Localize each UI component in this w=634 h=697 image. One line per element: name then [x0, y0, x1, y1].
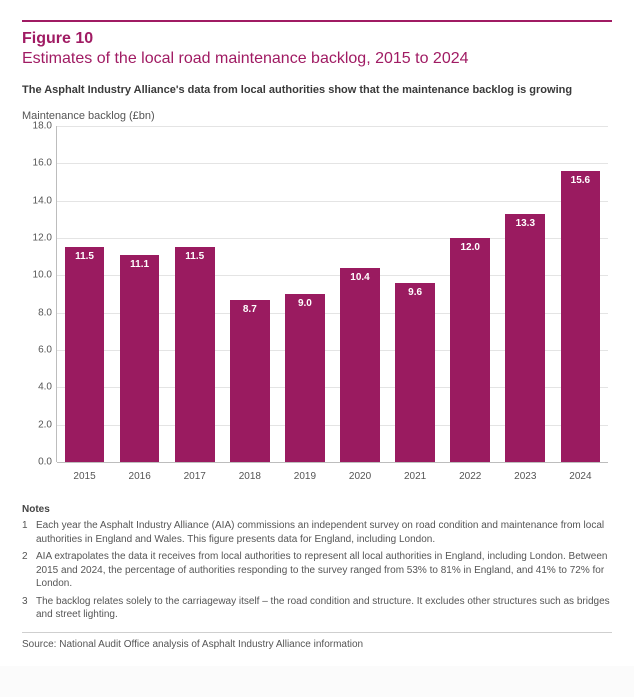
bar-slot: 8.72018 [222, 126, 277, 462]
x-tick-label: 2023 [498, 471, 553, 482]
bar: 9.6 [395, 283, 435, 462]
note-number: 1 [22, 519, 36, 546]
bar: 13.3 [505, 214, 545, 462]
y-tick-label: 10.0 [22, 270, 52, 281]
note-text: Each year the Asphalt Industry Alliance … [36, 519, 612, 546]
bar-slot: 11.52015 [57, 126, 112, 462]
bar-slot: 9.02019 [277, 126, 332, 462]
x-tick-label: 2022 [443, 471, 498, 482]
bar-value-label: 13.3 [505, 218, 545, 229]
bar-slot: 11.52017 [167, 126, 222, 462]
bar-value-label: 8.7 [230, 304, 270, 315]
bar-value-label: 10.4 [340, 272, 380, 283]
bar: 9.0 [285, 294, 325, 462]
x-tick-label: 2016 [112, 471, 167, 482]
note-text: AIA extrapolates the data it receives fr… [36, 550, 612, 591]
y-tick-label: 16.0 [22, 158, 52, 169]
y-tick-label: 0.0 [22, 457, 52, 468]
figure-title: Estimates of the local road maintenance … [22, 50, 612, 68]
bar-slot: 13.32023 [498, 126, 553, 462]
figure-number: Figure 10 [22, 30, 612, 48]
note-item: 1Each year the Asphalt Industry Alliance… [22, 519, 612, 546]
y-tick-label: 8.0 [22, 307, 52, 318]
gridline [57, 462, 608, 463]
y-tick-label: 2.0 [22, 419, 52, 430]
y-tick-label: 18.0 [22, 121, 52, 132]
bar-slot: 15.62024 [553, 126, 608, 462]
note-item: 3The backlog relates solely to the carri… [22, 595, 612, 622]
bar-slot: 9.62021 [388, 126, 443, 462]
plot-area: 11.5201511.1201611.520178.720189.0201910… [56, 126, 608, 462]
x-tick-label: 2024 [553, 471, 608, 482]
bar-value-label: 11.1 [120, 259, 160, 270]
x-tick-label: 2020 [332, 471, 387, 482]
bar-slot: 12.02022 [443, 126, 498, 462]
figure-subhead: The Asphalt Industry Alliance's data fro… [22, 84, 612, 96]
x-tick-label: 2018 [222, 471, 277, 482]
note-number: 3 [22, 595, 36, 622]
notes-list: 1Each year the Asphalt Industry Alliance… [22, 519, 612, 622]
bar-slot: 11.12016 [112, 126, 167, 462]
y-tick-label: 14.0 [22, 195, 52, 206]
bar-slot: 10.42020 [332, 126, 387, 462]
bar-value-label: 12.0 [450, 242, 490, 253]
bar-value-label: 9.0 [285, 298, 325, 309]
x-tick-label: 2017 [167, 471, 222, 482]
y-tick-label: 6.0 [22, 345, 52, 356]
bar: 12.0 [450, 238, 490, 462]
bar-value-label: 11.5 [175, 251, 215, 262]
bar: 11.5 [175, 247, 215, 462]
note-item: 2AIA extrapolates the data it receives f… [22, 550, 612, 591]
x-tick-label: 2021 [388, 471, 443, 482]
x-tick-label: 2019 [277, 471, 332, 482]
x-tick-label: 2015 [57, 471, 112, 482]
bar: 11.5 [65, 247, 105, 462]
notes-block: Notes 1Each year the Asphalt Industry Al… [22, 504, 612, 622]
note-text: The backlog relates solely to the carria… [36, 595, 612, 622]
bars-group: 11.5201511.1201611.520178.720189.0201910… [57, 126, 608, 462]
notes-heading: Notes [22, 504, 612, 515]
y-tick-label: 4.0 [22, 382, 52, 393]
thin-rule [22, 632, 612, 633]
source-line: Source: National Audit Office analysis o… [22, 639, 612, 650]
figure-container: Figure 10 Estimates of the local road ma… [0, 0, 634, 666]
y-axis-label: Maintenance backlog (£bn) [22, 110, 612, 122]
bar: 10.4 [340, 268, 380, 462]
bar-value-label: 15.6 [561, 175, 601, 186]
bar-chart: 0.02.04.06.08.010.012.014.016.018.0 11.5… [22, 126, 612, 486]
bar: 15.6 [561, 171, 601, 462]
note-number: 2 [22, 550, 36, 591]
bar-value-label: 11.5 [65, 251, 105, 262]
y-tick-label: 12.0 [22, 233, 52, 244]
bar: 8.7 [230, 300, 270, 462]
bar-value-label: 9.6 [395, 287, 435, 298]
bar: 11.1 [120, 255, 160, 462]
top-rule [22, 20, 612, 22]
